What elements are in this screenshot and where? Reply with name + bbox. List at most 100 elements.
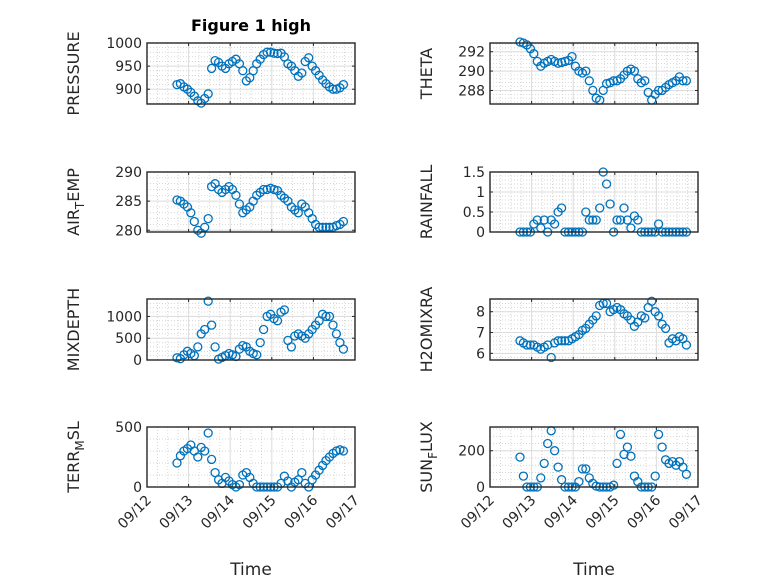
y-label-part: SL xyxy=(64,421,83,440)
y-tick-label: 288 xyxy=(458,83,485,99)
data-point xyxy=(553,58,563,68)
data-point xyxy=(588,215,598,225)
data-point xyxy=(231,190,241,200)
y-label-part: PRESSURE xyxy=(64,31,83,115)
data-point xyxy=(584,76,594,86)
data-point xyxy=(678,462,688,472)
y-label-part: THETA xyxy=(417,48,436,100)
data-point xyxy=(324,311,335,322)
y-axis-label: THETA xyxy=(417,48,436,100)
data-point xyxy=(608,76,619,86)
x-axis-label: Time xyxy=(572,560,615,580)
data-point xyxy=(206,320,217,330)
data-point xyxy=(681,76,692,86)
y-tick-label: 292 xyxy=(458,45,485,61)
data-point xyxy=(522,340,532,350)
subplot-air-temp: 280 285 290 AIRTEMP xyxy=(64,165,356,239)
data-point xyxy=(567,51,577,62)
data-point xyxy=(338,216,349,227)
data-point xyxy=(297,467,307,478)
axes-box xyxy=(146,298,356,361)
y-label-part: RAINFALL xyxy=(417,165,436,240)
data-point xyxy=(605,199,615,209)
data-point xyxy=(206,454,217,465)
axes-box xyxy=(489,298,699,361)
data-point xyxy=(653,311,664,321)
data-point xyxy=(553,336,563,346)
data-point xyxy=(255,337,265,348)
data-point xyxy=(640,313,650,323)
y-tick-label: 1 xyxy=(476,185,485,201)
y-label-part: SUN xyxy=(417,459,436,493)
subplot-terr-msl: 0 500 TERRMSL 09/12 09/13 09/14 09/15 09/16 09/1… xyxy=(64,420,363,580)
data-point xyxy=(681,340,692,350)
data-point xyxy=(581,66,591,76)
y-tick-label: 200 xyxy=(458,444,485,460)
subplot-mixdepth: 0 500 1000 MIXDEPTH xyxy=(64,288,356,371)
x-tick-label: 09/12 xyxy=(458,493,498,533)
y-tick-label: 280 xyxy=(115,223,142,239)
data-point xyxy=(272,316,283,326)
data-point xyxy=(262,47,272,57)
data-point xyxy=(588,85,598,96)
data-point xyxy=(629,66,640,76)
y-tick-label: 0 xyxy=(476,480,485,496)
y-tick-label: 950 xyxy=(115,59,142,75)
y-tick-label: 500 xyxy=(115,331,142,347)
data-point xyxy=(601,179,612,189)
y-label-part: MIXDEPTH xyxy=(64,288,83,371)
data-point xyxy=(193,342,203,352)
data-point xyxy=(279,305,290,315)
data-point xyxy=(633,215,643,225)
y-tick-label: 8 xyxy=(476,305,485,321)
x-axis-label: Time xyxy=(229,560,272,580)
axes-box xyxy=(489,42,699,105)
data-point xyxy=(234,479,245,490)
subplot-pressure: 900 950 1000 PRESSURE xyxy=(64,31,356,116)
y-axis-label: AIRTEMP xyxy=(64,168,87,236)
y-tick-label: 0 xyxy=(133,480,142,496)
subplot-rainfall: 0 0.5 1 1.5 RAINFALL xyxy=(417,165,699,241)
data-point xyxy=(258,324,269,335)
subplot-h2omixra: 6 7 8 H2OMIXRA xyxy=(417,287,699,373)
y-axis-label: RAINFALL xyxy=(417,165,436,240)
data-point xyxy=(189,216,199,227)
axes-box xyxy=(489,426,699,488)
data-point xyxy=(234,199,245,209)
x-tick-label: 09/14 xyxy=(541,492,581,532)
data-point xyxy=(553,462,563,472)
x-tick-label: 09/16 xyxy=(281,492,321,532)
data-point xyxy=(574,476,584,487)
y-tick-label: 1000 xyxy=(106,309,142,325)
data-point xyxy=(608,480,619,490)
data-point xyxy=(595,203,605,213)
y-tick-label: 290 xyxy=(115,165,142,181)
y-tick-label: 285 xyxy=(115,194,142,210)
data-point xyxy=(258,184,269,195)
axes-box xyxy=(146,426,356,488)
y-label-part: H2OMIXRA xyxy=(417,287,436,373)
data-point xyxy=(556,336,567,346)
data-point xyxy=(203,213,213,224)
y-label-subscript: M xyxy=(73,440,87,450)
data-point xyxy=(203,296,213,306)
data-point xyxy=(328,320,338,330)
data-point xyxy=(591,215,601,225)
data-point xyxy=(338,446,349,456)
data-point xyxy=(619,449,629,460)
data-point xyxy=(200,446,210,456)
data-point xyxy=(321,311,331,322)
data-point xyxy=(657,442,667,452)
data-point xyxy=(286,342,297,352)
data-point xyxy=(200,324,210,335)
data-point xyxy=(331,329,342,339)
y-axis-label: SUNFLUX xyxy=(417,421,440,493)
data-point xyxy=(210,342,220,352)
data-point xyxy=(577,464,588,474)
x-tick-label: 09/16 xyxy=(624,492,664,532)
data-point xyxy=(186,208,196,218)
data-point xyxy=(549,446,560,456)
data-point xyxy=(269,48,279,58)
